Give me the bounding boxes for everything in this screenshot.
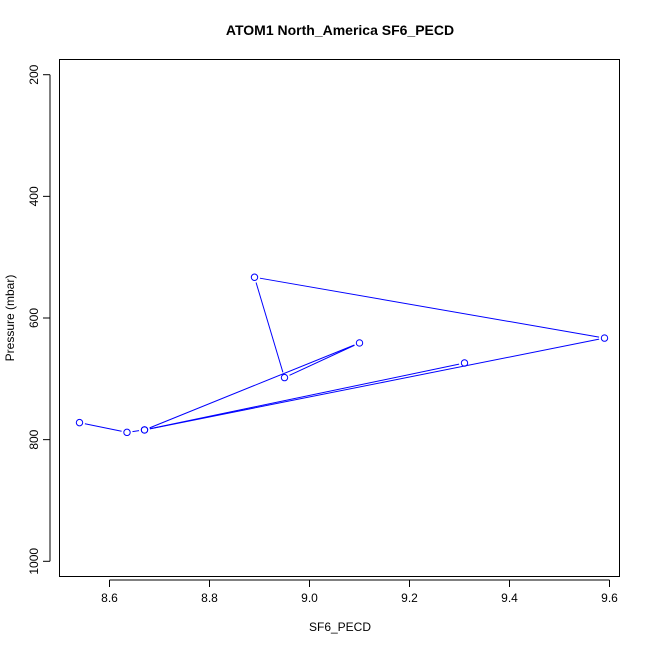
data-point — [280, 373, 289, 382]
series-segment — [132, 430, 140, 433]
x-axis: 8.6 8.8 9.0 9.2 9.4 9.6 — [101, 579, 618, 605]
x-tick-label: 9.2 — [401, 591, 418, 605]
data-point — [600, 334, 609, 342]
data-point — [123, 428, 131, 437]
y-tick-label: 400 — [27, 186, 41, 206]
series-segment — [149, 363, 460, 430]
series-segment — [259, 277, 600, 338]
x-tick-label: 8.6 — [101, 591, 118, 605]
plot-frame — [59, 59, 620, 577]
data-point — [250, 273, 259, 281]
y-tick-label: 1000 — [27, 548, 41, 575]
y-tick-label: 200 — [27, 64, 41, 84]
y-tick-label: 600 — [27, 308, 41, 328]
series-segment — [255, 282, 284, 373]
x-tick-label: 9.6 — [601, 591, 618, 605]
x-axis-label: SF6_PECD — [309, 620, 371, 634]
series-segment — [149, 338, 600, 430]
series-segment — [149, 344, 355, 429]
series-layer — [75, 273, 609, 437]
x-tick-label: 9.4 — [501, 591, 518, 605]
series-segment — [84, 423, 122, 432]
chart-title: ATOM1 North_America SF6_PECD — [226, 22, 454, 38]
x-tick-label: 8.8 — [201, 591, 218, 605]
data-point — [460, 359, 469, 367]
y-tick-label: 800 — [27, 429, 41, 449]
data-point — [140, 426, 149, 434]
data-point — [75, 418, 84, 427]
y-axis: 200 400 600 800 1000 — [27, 64, 51, 575]
data-point — [355, 339, 364, 347]
y-axis-label: Pressure (mbar) — [3, 275, 17, 362]
series-segment — [289, 344, 355, 376]
x-tick-label: 9.0 — [301, 591, 318, 605]
